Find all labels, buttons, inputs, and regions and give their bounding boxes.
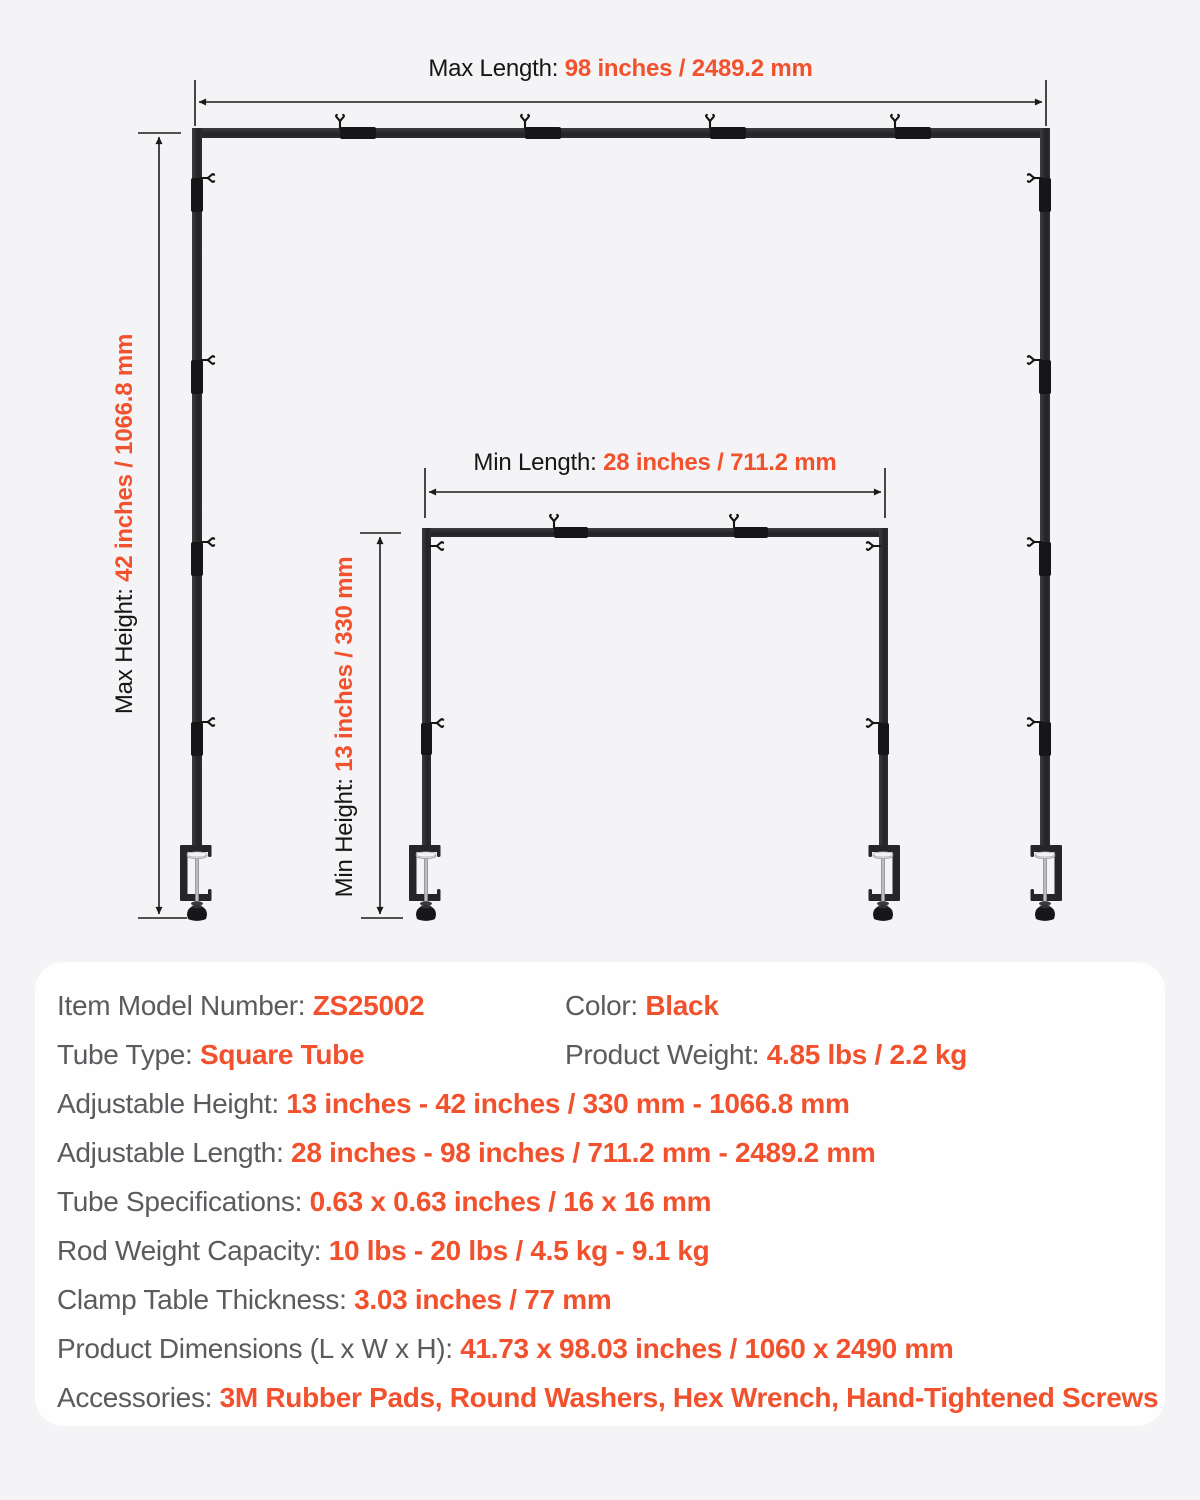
clip-icon bbox=[429, 538, 445, 554]
tube-joint-sleeve bbox=[554, 527, 588, 538]
spec-value: 3M Rubber Pads, Round Washers, Hex Wrenc… bbox=[219, 1382, 1159, 1413]
clip-icon bbox=[200, 170, 216, 186]
spec-model-cell: Item Model Number: ZS25002 bbox=[57, 990, 425, 1021]
inner-frame-left-tube bbox=[422, 528, 431, 847]
clip-icon bbox=[726, 513, 742, 529]
spec-label: Item Model Number: bbox=[57, 990, 313, 1021]
tube-joint-sleeve bbox=[710, 127, 746, 139]
clip-icon bbox=[1026, 352, 1042, 368]
tube-joint-sleeve bbox=[191, 178, 203, 212]
spec-row-product-dimensions: Product Dimensions (L x W x H): 41.73 x … bbox=[35, 1324, 1165, 1373]
spec-weight-cell: Product Weight: 4.85 lbs / 2.2 kg bbox=[565, 1030, 967, 1079]
table-clamp-icon bbox=[407, 842, 445, 924]
clip-icon bbox=[1026, 170, 1042, 186]
spec-value: 41.73 x 98.03 inches / 1060 x 2490 mm bbox=[460, 1333, 954, 1364]
clip-icon bbox=[865, 715, 881, 731]
table-clamp-icon bbox=[864, 842, 902, 924]
clip-icon bbox=[546, 513, 562, 529]
clip-icon bbox=[332, 113, 348, 129]
spec-value: Black bbox=[645, 990, 719, 1021]
outer-frame-left-tube bbox=[192, 128, 202, 847]
tube-joint-sleeve bbox=[191, 542, 203, 576]
tube-joint-sleeve bbox=[734, 527, 768, 538]
clip-icon bbox=[1026, 534, 1042, 550]
clip-icon bbox=[200, 714, 216, 730]
max-length-value: 98 inches / 2489.2 mm bbox=[564, 55, 813, 82]
spec-label: Adjustable Length: bbox=[57, 1137, 292, 1168]
clip-icon bbox=[887, 113, 903, 129]
clip-icon bbox=[200, 352, 216, 368]
outer-frame-right-tube bbox=[1040, 128, 1050, 847]
outer-frame-top-bar bbox=[192, 128, 1050, 138]
clip-icon bbox=[702, 113, 718, 129]
tube-joint-sleeve bbox=[1039, 178, 1051, 212]
spec-tube-type-cell: Tube Type: Square Tube bbox=[57, 1039, 365, 1070]
spec-value: 13 inches - 42 inches / 330 mm - 1066.8 … bbox=[286, 1088, 850, 1119]
min-length-value: 28 inches / 711.2 mm bbox=[603, 449, 837, 476]
tube-joint-sleeve bbox=[1039, 360, 1051, 394]
tube-joint-sleeve bbox=[191, 722, 203, 756]
tube-joint-sleeve bbox=[1039, 722, 1051, 756]
spec-label: Product Weight: bbox=[565, 1039, 767, 1070]
min-length-title: Min Length: bbox=[473, 449, 604, 476]
spec-label: Clamp Table Thickness: bbox=[57, 1284, 355, 1315]
spec-label: Adjustable Height: bbox=[57, 1088, 287, 1119]
spec-label: Product Dimensions (L x W x H): bbox=[57, 1333, 461, 1364]
max-height-title: Max Height: bbox=[111, 581, 138, 715]
tube-joint-sleeve bbox=[895, 127, 931, 139]
spec-value: 3.03 inches / 77 mm bbox=[354, 1284, 612, 1315]
max-height-label: Max Height: 42 inches / 1066.8 mm bbox=[111, 334, 139, 714]
clip-icon bbox=[1026, 714, 1042, 730]
spec-row-accessories: Accessories: 3M Rubber Pads, Round Washe… bbox=[35, 1373, 1165, 1422]
spec-label: Accessories: bbox=[57, 1382, 220, 1413]
spec-row-rod-weight-capacity: Rod Weight Capacity: 10 lbs - 20 lbs / 4… bbox=[35, 1226, 1165, 1275]
spec-row-model-color: Item Model Number: ZS25002 Color: Black bbox=[35, 981, 1165, 1030]
spec-value: 4.85 lbs / 2.2 kg bbox=[766, 1039, 968, 1070]
max-height-value: 42 inches / 1066.8 mm bbox=[111, 333, 138, 582]
clip-icon bbox=[865, 538, 881, 554]
clip-icon bbox=[200, 534, 216, 550]
spec-row-adjustable-length: Adjustable Length: 28 inches - 98 inches… bbox=[35, 1128, 1165, 1177]
spec-panel: Item Model Number: ZS25002 Color: Black … bbox=[35, 962, 1165, 1426]
spec-label: Color: bbox=[565, 990, 646, 1021]
spec-label: Tube Type: bbox=[57, 1039, 201, 1070]
min-height-value: 13 inches / 330 mm bbox=[331, 556, 358, 772]
spec-row-tube-weight: Tube Type: Square Tube Product Weight: 4… bbox=[35, 1030, 1165, 1079]
spec-row-clamp-table-thickness: Clamp Table Thickness: 3.03 inches / 77 … bbox=[35, 1275, 1165, 1324]
spec-row-tube-specifications: Tube Specifications: 0.63 x 0.63 inches … bbox=[35, 1177, 1165, 1226]
table-clamp-icon bbox=[1026, 842, 1064, 924]
max-length-label: Max Length: 98 inches / 2489.2 mm bbox=[195, 55, 1046, 83]
spec-row-adjustable-height: Adjustable Height: 13 inches - 42 inches… bbox=[35, 1079, 1165, 1128]
table-clamp-icon bbox=[178, 842, 216, 924]
min-height-title: Min Height: bbox=[331, 771, 358, 898]
spec-value: 10 lbs - 20 lbs / 4.5 kg - 9.1 kg bbox=[328, 1235, 710, 1266]
inner-frame-right-tube bbox=[879, 528, 888, 847]
tube-joint-sleeve bbox=[421, 723, 432, 755]
min-length-label: Min Length: 28 inches / 711.2 mm bbox=[425, 449, 885, 477]
tube-joint-sleeve bbox=[340, 127, 376, 139]
max-length-title: Max Length: bbox=[428, 55, 565, 82]
spec-label: Rod Weight Capacity: bbox=[57, 1235, 329, 1266]
tube-joint-sleeve bbox=[878, 723, 889, 755]
spec-value: 0.63 x 0.63 inches / 16 x 16 mm bbox=[309, 1186, 712, 1217]
tube-joint-sleeve bbox=[1039, 542, 1051, 576]
spec-value: 28 inches - 98 inches / 711.2 mm - 2489.… bbox=[291, 1137, 876, 1168]
dimension-lines bbox=[138, 80, 1047, 919]
spec-value: Square Tube bbox=[200, 1039, 365, 1070]
spec-value: ZS25002 bbox=[312, 990, 425, 1021]
min-height-label: Min Height: 13 inches / 330 mm bbox=[331, 557, 359, 898]
clip-icon bbox=[517, 113, 533, 129]
clip-icon bbox=[429, 715, 445, 731]
spec-label: Tube Specifications: bbox=[57, 1186, 310, 1217]
tube-joint-sleeve bbox=[191, 360, 203, 394]
dimension-diagram: Max Length: 98 inches / 2489.2 mm Min Le… bbox=[111, 55, 1200, 960]
spec-color-cell: Color: Black bbox=[565, 981, 719, 1030]
inner-frame-top-bar bbox=[422, 528, 888, 537]
tube-joint-sleeve bbox=[525, 127, 561, 139]
